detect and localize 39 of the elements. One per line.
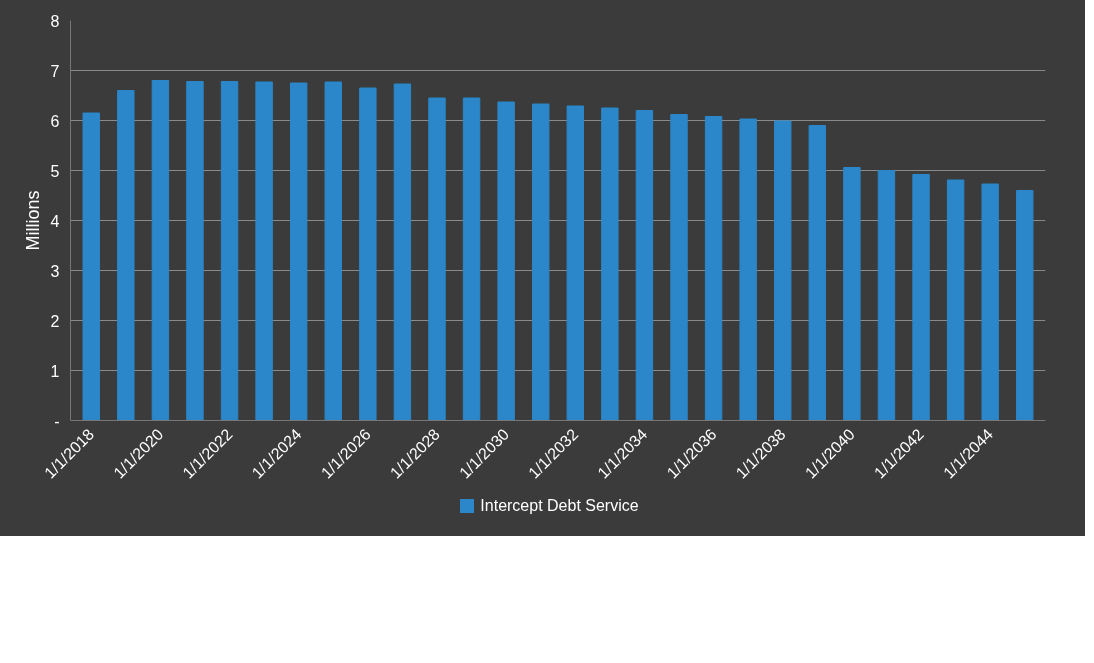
bar [739,118,757,421]
bar [428,97,446,421]
bar [1016,190,1034,421]
y-tick-label: 4 [50,212,60,230]
bar [186,81,204,421]
y-tick-label: 5 [50,162,60,180]
bar [843,167,861,421]
y-tick-label: 8 [50,12,60,30]
bar [255,81,273,421]
bar [808,125,827,421]
bar [774,120,792,421]
y-tick-label: 7 [50,62,60,80]
y-axis-title: Millions [22,190,43,251]
bar [82,112,100,421]
bar [670,114,688,421]
bar [635,110,654,421]
bar [289,82,308,421]
y-tick-label: 2 [50,312,60,330]
bar [220,81,239,421]
bar [704,116,723,421]
y-tick-label: - [54,412,60,430]
legend-label: Intercept Debt Service [480,497,639,514]
bar [151,80,170,421]
bar [877,170,896,421]
bar [532,103,550,421]
bar [393,83,412,421]
bar [601,107,619,421]
bar [117,90,135,421]
bar [912,174,930,421]
bar [981,183,999,421]
bar [324,81,342,421]
y-tick-label: 3 [50,262,60,280]
bar [566,105,584,421]
bar [462,97,481,421]
y-tick-label: 6 [50,112,60,130]
bar [497,101,515,421]
bar [946,179,965,421]
y-tick-label: 1 [50,362,60,380]
bar [359,87,377,421]
